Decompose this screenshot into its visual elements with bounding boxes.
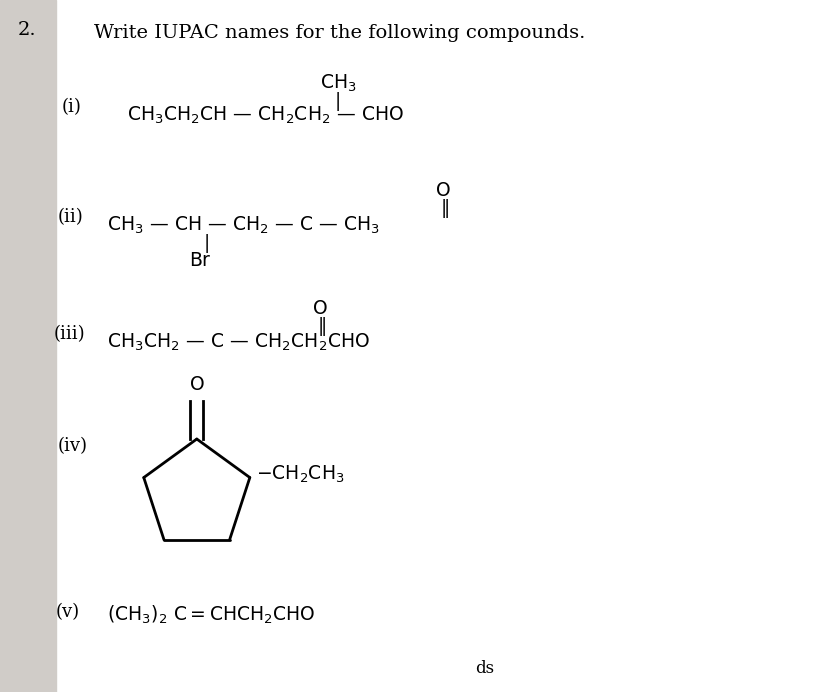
Text: 2.: 2. xyxy=(18,21,37,39)
Text: ‖: ‖ xyxy=(440,199,450,218)
Text: (iv): (iv) xyxy=(57,437,88,455)
Text: Write IUPAC names for the following compounds.: Write IUPAC names for the following comp… xyxy=(94,24,585,42)
Text: $\mathrm{CH_3}$: $\mathrm{CH_3}$ xyxy=(319,73,356,94)
Text: $\mathrm{O}$: $\mathrm{O}$ xyxy=(311,299,328,318)
Text: $\mathrm{O}$: $\mathrm{O}$ xyxy=(434,181,450,200)
Text: ‖: ‖ xyxy=(317,317,327,336)
Text: $\mathrm{CH_3}$$\ —\ $$\mathrm{CH}$$\ —\ $$\mathrm{CH_2}$$\ —\ $$\mathrm{C}$$\ —: $\mathrm{CH_3}$$\ —\ $$\mathrm{CH}$$\ —\… xyxy=(106,215,379,236)
Text: $\mathrm{CH_3CH_2}$$\ —\ $$\mathrm{C}$$\ —\ $$\mathrm{CH_2CH_2CHO}$: $\mathrm{CH_3CH_2}$$\ —\ $$\mathrm{C}$$\… xyxy=(106,332,369,354)
Text: $\mathrm{(CH_3)_2\ C{=}CHCH_2CHO}$: $\mathrm{(CH_3)_2\ C{=}CHCH_2CHO}$ xyxy=(106,603,314,626)
Text: $\mathrm{O}$: $\mathrm{O}$ xyxy=(188,375,205,394)
Text: |: | xyxy=(203,234,210,253)
Bar xyxy=(0,0,56,692)
Text: $\mathrm{Br}$: $\mathrm{Br}$ xyxy=(188,251,211,269)
Text: $\mathrm{CH_3CH_2CH}$$\ $$—$$\ \mathrm{CH_2CH_2}$$\ $$—$$\ \mathrm{CHO}$: $\mathrm{CH_3CH_2CH}$$\ $$—$$\ \mathrm{C… xyxy=(127,105,404,127)
Text: |: | xyxy=(334,92,341,111)
Text: (v): (v) xyxy=(56,603,79,621)
Text: ds: ds xyxy=(475,659,494,677)
Text: $\mathrm{-CH_2CH_3}$: $\mathrm{-CH_2CH_3}$ xyxy=(256,464,345,484)
Text: (ii): (ii) xyxy=(57,208,83,226)
Text: (iii): (iii) xyxy=(53,325,85,343)
Text: (i): (i) xyxy=(61,98,81,116)
